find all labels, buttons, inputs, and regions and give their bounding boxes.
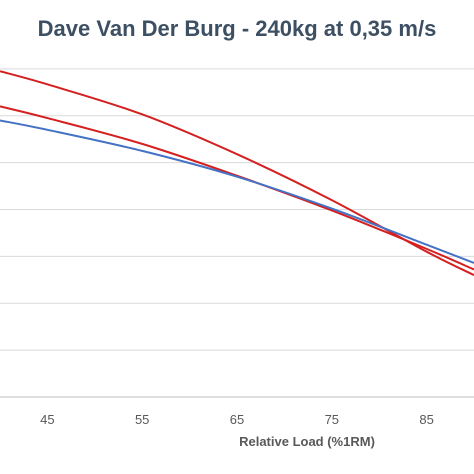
x-tick-label: 45 xyxy=(40,412,54,427)
grid-lines xyxy=(0,68,474,398)
series-layer xyxy=(0,70,474,277)
x-axis-title: Relative Load (%1RM) xyxy=(239,434,375,449)
chart-title: Dave Van Der Burg - 240kg at 0,35 m/s xyxy=(37,16,437,41)
series-line-1 xyxy=(0,70,474,277)
x-tick-label: 55 xyxy=(135,412,149,427)
series-line-3 xyxy=(0,119,474,264)
series-line-2 xyxy=(0,105,474,271)
x-tick-label: 75 xyxy=(325,412,339,427)
x-tick-label: 85 xyxy=(419,412,433,427)
x-tick-label: 65 xyxy=(230,412,244,427)
x-tick-labels: 45 55 65 75 85 xyxy=(40,412,434,427)
